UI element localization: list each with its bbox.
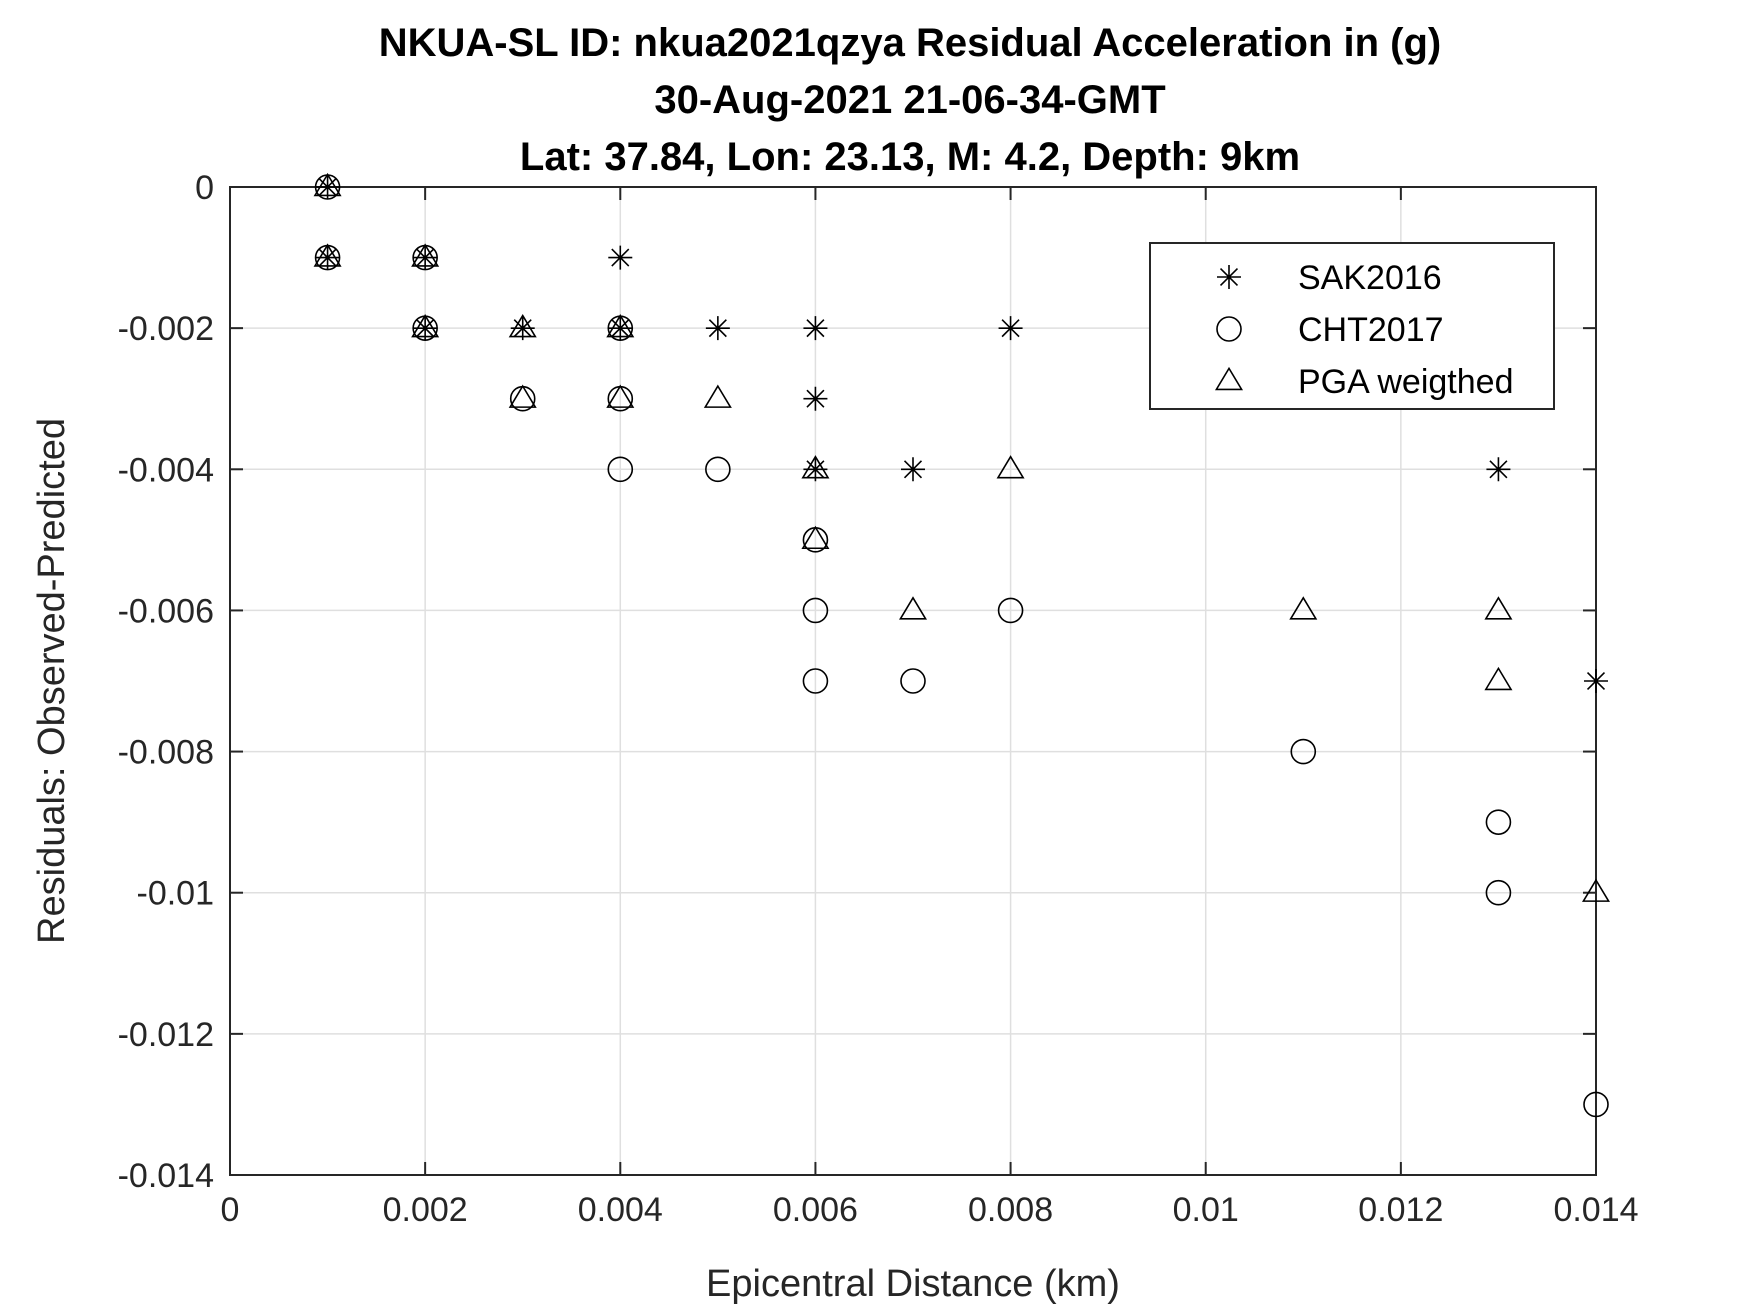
triangle-marker	[313, 172, 342, 197]
asterisk-marker	[1486, 457, 1511, 482]
legend-label-pga-weigthed: PGA weigthed	[1298, 363, 1513, 401]
circle-marker	[1583, 1091, 1609, 1118]
circle-marker	[997, 597, 1024, 624]
legend-circle-marker	[1216, 316, 1242, 342]
triangle-marker	[606, 313, 635, 338]
triangle-marker	[801, 455, 830, 479]
asterisk-marker	[510, 316, 535, 341]
x-axis-tick-labels: 0 0.002 0.004 0.006 0.008 0.01 0.012 0.014	[221, 1191, 1639, 1229]
asterisk-marker	[413, 316, 438, 341]
circle-marker	[705, 456, 731, 483]
x-tick-label: 0.006	[773, 1191, 858, 1229]
triangle-marker	[411, 243, 440, 267]
asterisk-marker	[803, 457, 828, 482]
y-tick-label: 0	[195, 169, 214, 207]
x-axis-label: Epicentral Distance (km)	[706, 1263, 1120, 1305]
legend-asterisk-marker	[1217, 265, 1241, 289]
circle-marker	[802, 668, 829, 694]
triangle-marker	[1484, 596, 1513, 620]
circle-marker	[1485, 879, 1512, 906]
circle-marker	[1290, 738, 1317, 765]
triangle-marker	[411, 313, 440, 338]
axis-ticks	[229, 186, 1597, 1176]
y-tick-label: -0.01	[137, 875, 215, 913]
x-tick-label: 0.014	[1553, 1191, 1638, 1229]
triangle-marker	[1289, 596, 1318, 620]
x-tick-label: 0.012	[1358, 1191, 1443, 1229]
triangle-marker	[313, 243, 342, 267]
asterisk-marker	[1584, 669, 1608, 693]
data-markers	[313, 172, 1611, 1118]
circle-marker	[607, 456, 634, 483]
circle-marker	[900, 668, 926, 694]
legend-symbol-triangle	[1214, 366, 1244, 391]
chart-title: NKUA-SL ID: nkua2021qzya Residual Accele…	[379, 21, 1441, 179]
series-triangle	[313, 172, 1611, 902]
y-tick-label: -0.006	[118, 592, 214, 630]
triangle-marker	[606, 384, 635, 408]
asterisk-marker	[315, 175, 340, 199]
legend: SAK2016 CHT2017 PGA weigthed	[1149, 242, 1555, 410]
legend-symbol-circle	[1216, 316, 1242, 342]
y-axis-tick-labels: 0 -0.002 -0.004 -0.006 -0.008 -0.01 -0.012 -0.0…	[118, 169, 214, 1195]
triangle-marker	[508, 313, 537, 338]
asterisk-marker	[705, 316, 730, 341]
legend-label-cht2017: CHT2017	[1298, 311, 1444, 349]
legend-triangle-marker	[1214, 366, 1244, 391]
circle-marker	[1485, 809, 1512, 835]
y-tick-label: -0.014	[118, 1157, 214, 1195]
legend-symbol-asterisk	[1217, 265, 1241, 289]
x-tick-label: 0.01	[1173, 1191, 1239, 1229]
x-tick-label: 0.004	[578, 1191, 663, 1229]
circle-marker	[802, 597, 829, 624]
series-asterisk	[315, 175, 1608, 693]
asterisk-marker	[803, 316, 828, 341]
triangle-marker	[996, 455, 1025, 479]
triangle-marker	[1484, 666, 1513, 691]
y-axis-label: Residuals: Observed-Predicted	[31, 418, 73, 944]
chart-title-line-3: Lat: 37.84, Lon: 23.13, M: 4.2, Depth: 9…	[520, 135, 1300, 179]
chart-title-line-1: NKUA-SL ID: nkua2021qzya Residual Accele…	[379, 21, 1441, 65]
triangle-marker	[703, 384, 732, 408]
triangle-marker	[898, 596, 928, 620]
triangle-marker	[1581, 878, 1611, 902]
asterisk-marker	[315, 245, 340, 270]
x-tick-label: 0	[221, 1191, 240, 1229]
y-tick-label: -0.008	[118, 734, 214, 772]
asterisk-marker	[608, 316, 633, 341]
asterisk-marker	[998, 316, 1023, 341]
asterisk-marker	[901, 457, 925, 482]
asterisk-marker	[803, 386, 828, 411]
y-tick-label: -0.012	[118, 1016, 214, 1054]
chart-title-line-2: 30-Aug-2021 21-06-34-GMT	[654, 78, 1165, 122]
x-tick-label: 0.008	[968, 1191, 1053, 1229]
triangle-marker	[508, 384, 537, 408]
x-tick-label: 0.002	[383, 1191, 468, 1229]
y-tick-label: -0.002	[118, 310, 214, 348]
y-tick-label: -0.004	[118, 451, 214, 489]
legend-label-sak2016: SAK2016	[1298, 259, 1442, 297]
triangle-marker	[801, 525, 830, 550]
asterisk-marker	[413, 245, 438, 270]
asterisk-marker	[608, 245, 633, 270]
